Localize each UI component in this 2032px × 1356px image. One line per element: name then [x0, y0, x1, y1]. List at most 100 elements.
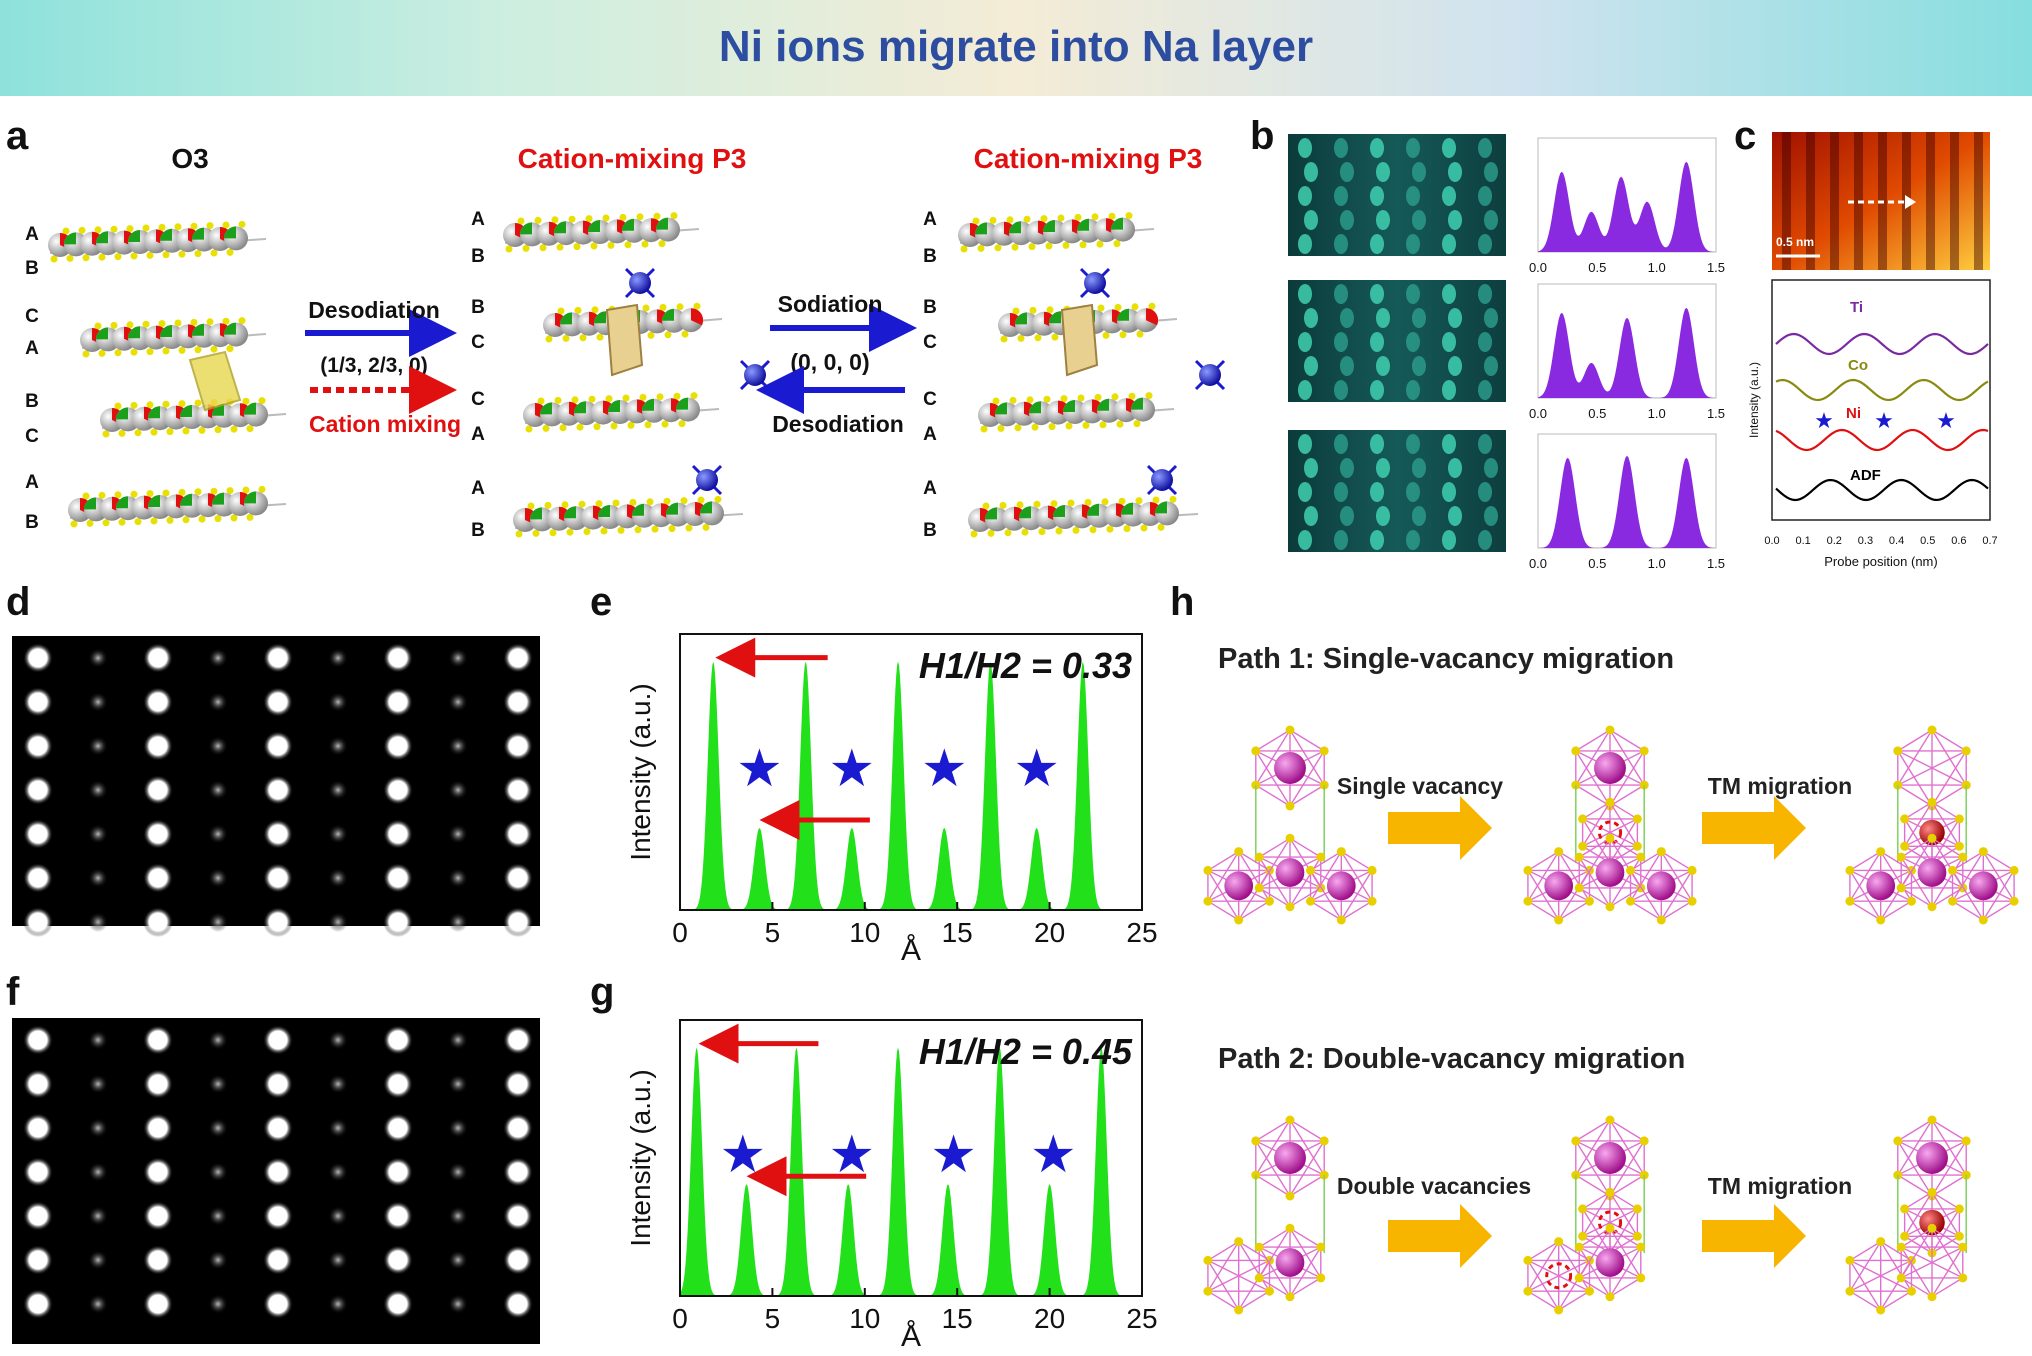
octahedron-edge: [1849, 900, 1882, 921]
tm-atom-green-segment: [1111, 217, 1123, 230]
tm-atom-green-segment: [116, 407, 128, 420]
atom-column-bright: [383, 643, 413, 673]
oxygen-atom: [66, 254, 74, 262]
oxygen-atom: [982, 502, 990, 510]
oxygen-atom: [1927, 1292, 1937, 1302]
tm-atom-green-segment: [622, 218, 634, 231]
tm-atom: [1326, 871, 1356, 901]
ni-migrated-atom: [629, 272, 651, 294]
oxygen-atom: [651, 525, 659, 533]
atom-column-dim: [208, 1162, 228, 1182]
path2-arrow-1: [1388, 1204, 1492, 1268]
oxygen-atom: [110, 225, 118, 233]
migrated-tm-atom: [1919, 1209, 1945, 1236]
panel-b-atom-column: [1442, 284, 1456, 304]
panel-b-atom-column: [1442, 186, 1456, 206]
tm-atom-green-segment: [1087, 503, 1099, 516]
oxygen-atom: [647, 331, 655, 339]
oxygen-atom: [639, 393, 647, 401]
oxygen-atom: [595, 500, 603, 508]
tm-atom-green-segment: [676, 397, 688, 410]
atom-column-bright: [23, 775, 53, 805]
octahedron-edge: [1527, 900, 1560, 921]
oxygen-atom: [1554, 1237, 1564, 1247]
octahedron-edge: [1527, 1259, 1590, 1292]
oxygen-atom: [1084, 498, 1092, 506]
panel-e-x-tick-label: 0: [672, 917, 688, 948]
oxygen-atom: [1145, 392, 1153, 400]
oxygen-atom: [685, 524, 693, 532]
octahedron-edge: [1609, 784, 1645, 807]
panel-b-tick-label: 1.5: [1707, 260, 1725, 275]
path2-migrated-top-octahedron: [1893, 1115, 1971, 1201]
oxygen-atom: [238, 220, 246, 228]
layer-letter-a: A: [25, 338, 39, 359]
octahedron-edge: [1609, 1227, 1642, 1248]
path1-step1-label: Single vacancy: [1337, 773, 1503, 799]
tm-atom-green-segment: [128, 326, 140, 339]
atom-column-dim: [448, 736, 468, 756]
path2-step1-label: Double vacancies: [1337, 1173, 1531, 1199]
oxygen-atom: [1285, 1191, 1295, 1201]
panel-b-atom-column: [1298, 186, 1312, 206]
oxygen-atom: [627, 421, 635, 429]
atom-column-bright: [263, 1069, 293, 1099]
panel-b-atom-column: [1448, 210, 1462, 230]
octahedron-edge: [1897, 750, 1967, 786]
oxygen-atom: [118, 518, 126, 526]
oxygen-atom: [1605, 797, 1615, 807]
atom-column-bright: [143, 1113, 173, 1143]
layer-letter-a: A: [923, 209, 937, 230]
octahedron-edge: [1207, 1290, 1240, 1311]
oxygen-atom: [1893, 746, 1903, 756]
oxygen-atom: [50, 255, 58, 263]
oxygen-atom: [1091, 213, 1099, 221]
panel-b-atom-column: [1448, 308, 1462, 328]
series-label-co: Co: [1848, 357, 1868, 374]
panel-g-x-tick-label: 15: [942, 1303, 973, 1334]
panel-b-atom-column: [1370, 380, 1384, 400]
panel-b-image-3: [1288, 430, 1506, 552]
oxygen-atom: [1523, 865, 1533, 875]
oxygen-atom: [1285, 725, 1295, 735]
ni-migrated-atom: [1151, 469, 1173, 491]
panel-b-atom-column: [1484, 356, 1498, 376]
octahedron-edge: [1289, 729, 1325, 786]
oxygen-atom: [1523, 896, 1533, 906]
panel-b-atom-column: [1406, 186, 1420, 206]
oxygen-atom: [1336, 847, 1346, 857]
octahedron-edge: [1289, 1246, 1322, 1298]
oxygen-atom: [158, 320, 166, 328]
tm-atom-green-segment: [1009, 221, 1021, 234]
panel-b-atom-column: [1370, 482, 1384, 502]
oxygen-atom: [522, 244, 530, 252]
oxygen-atom: [1021, 528, 1029, 536]
oxygen-atom: [102, 519, 110, 527]
octahedron-edge: [1931, 1174, 1967, 1197]
oxygen-atom: [130, 348, 138, 356]
atom-column-bright: [23, 863, 53, 893]
atom-column-dim: [88, 780, 108, 800]
oxygen-atom: [178, 250, 186, 258]
atom-column-dim: [88, 912, 108, 932]
octahedron-edge: [1309, 870, 1342, 921]
panel-b-atom-column: [1478, 284, 1492, 304]
oxygen-atom: [246, 513, 254, 521]
tm-atom-green-segment: [1029, 401, 1041, 414]
p3l-slab-3: [523, 392, 720, 433]
octahedron-edge: [1582, 1191, 1611, 1237]
octahedron-edge: [1931, 1227, 1964, 1248]
oxygen-atom: [2009, 896, 2019, 906]
atom-column-dim: [208, 868, 228, 888]
panel-b-atom-column: [1304, 210, 1318, 230]
oxygen-atom: [642, 304, 650, 312]
octahedron-edge: [1897, 1119, 1933, 1176]
oxygen-atom: [1906, 1286, 1916, 1296]
oxygen-atom: [1094, 393, 1102, 401]
heatmap-stripe: [1806, 132, 1815, 270]
tm-atom: [1595, 858, 1625, 887]
panel-label-h: h: [1170, 580, 1195, 624]
octahedron-edge: [1558, 900, 1590, 921]
oxygen-atom: [1057, 214, 1065, 222]
oxygen-atom: [1906, 896, 1916, 906]
